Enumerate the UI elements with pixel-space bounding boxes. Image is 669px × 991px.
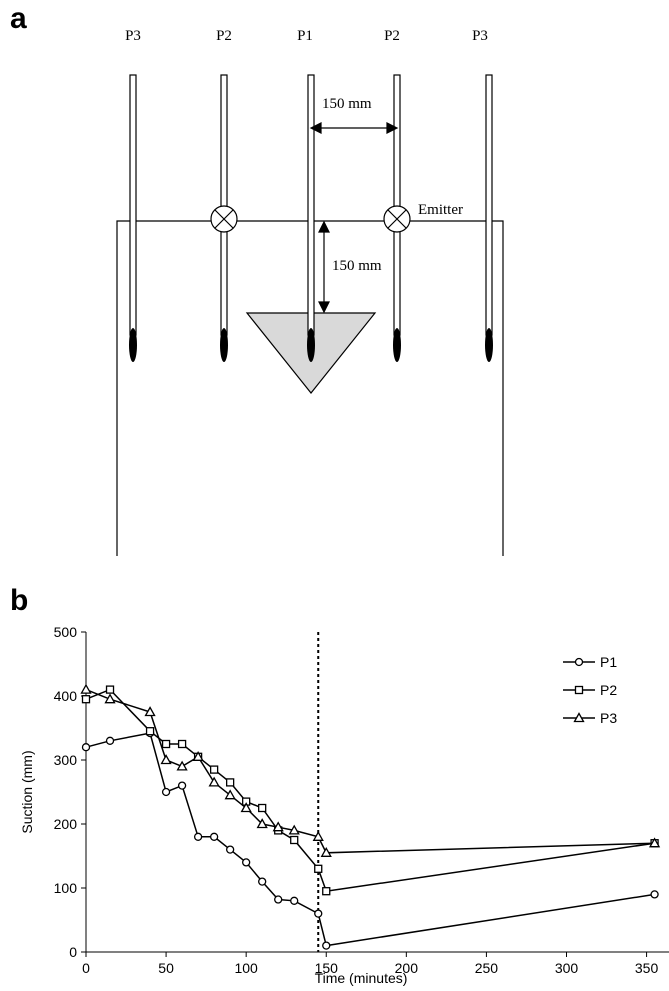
probe-label: P3	[472, 28, 488, 44]
dimension-label: 150 mm	[322, 96, 372, 112]
y-tick-label: 0	[69, 944, 77, 960]
legend-marker	[574, 685, 584, 695]
x-tick-label: 50	[158, 960, 174, 976]
marker	[192, 750, 204, 761]
marker	[193, 832, 203, 841]
marker	[272, 821, 284, 832]
marker	[81, 743, 91, 752]
probe-label: P2	[216, 28, 232, 44]
legend-marker	[573, 712, 585, 723]
x-tick-label: 350	[635, 960, 659, 976]
x-axis-label: Time (minutes)	[315, 970, 408, 986]
marker	[258, 877, 267, 886]
marker	[161, 739, 171, 749]
marker	[242, 858, 251, 867]
emitter-label: Emitter	[418, 202, 463, 218]
series-line	[85, 732, 655, 947]
y-tick-label: 500	[54, 624, 78, 640]
y-tick-label: 400	[54, 688, 78, 704]
x-tick-label: 300	[555, 960, 579, 976]
marker	[314, 909, 323, 918]
legend-label: P1	[600, 654, 617, 670]
marker	[176, 760, 188, 771]
marker	[105, 685, 115, 694]
marker	[314, 864, 323, 873]
marker	[209, 765, 219, 774]
marker	[177, 739, 187, 749]
marker	[177, 781, 187, 790]
marker	[312, 830, 324, 841]
dimension-arrows	[309, 122, 399, 314]
probe-label: P3	[125, 28, 141, 44]
marker	[320, 846, 332, 857]
marker	[225, 778, 235, 787]
x-tick-label: 150	[315, 960, 339, 976]
marker	[160, 754, 172, 765]
x-tick-label: 250	[475, 960, 499, 976]
panel-label: a	[10, 2, 27, 35]
marker	[648, 837, 661, 848]
marker	[81, 695, 91, 704]
legend-label: P2	[600, 682, 617, 698]
marker	[274, 895, 283, 904]
y-axis-label: Suction (mm)	[19, 750, 35, 833]
marker	[208, 776, 220, 787]
marker	[209, 832, 219, 841]
y-tick-label: 300	[54, 752, 78, 768]
marker	[322, 941, 331, 950]
marker	[225, 845, 235, 854]
marker	[322, 887, 331, 896]
y-tick-label: 100	[54, 880, 78, 896]
marker	[145, 727, 155, 736]
probe-label: P1	[297, 28, 313, 44]
marker	[105, 736, 115, 745]
x-tick-label: 0	[82, 960, 90, 976]
marker	[290, 896, 299, 905]
marker	[224, 789, 236, 800]
marker	[144, 706, 156, 717]
series-line	[85, 688, 655, 854]
marker	[290, 835, 299, 845]
x-tick-label: 200	[395, 960, 419, 976]
marker	[104, 693, 116, 704]
marker	[240, 802, 252, 813]
legend-marker	[574, 657, 584, 667]
probe-label: P2	[384, 28, 400, 44]
legend-label: P3	[600, 710, 617, 726]
emitters	[210, 205, 411, 233]
panel-label: b	[10, 584, 28, 617]
dimension-label: 150 mm	[332, 258, 382, 274]
marker	[650, 890, 659, 899]
x-tick-label: 100	[234, 960, 258, 976]
marker	[288, 824, 300, 835]
marker	[161, 787, 171, 797]
marker	[80, 683, 92, 694]
probe-tips	[129, 328, 493, 362]
diagram: a P3 P2 P1 P2 P3	[10, 2, 504, 556]
y-tick-label: 200	[54, 816, 78, 832]
marker	[256, 818, 268, 829]
marker	[258, 803, 267, 813]
